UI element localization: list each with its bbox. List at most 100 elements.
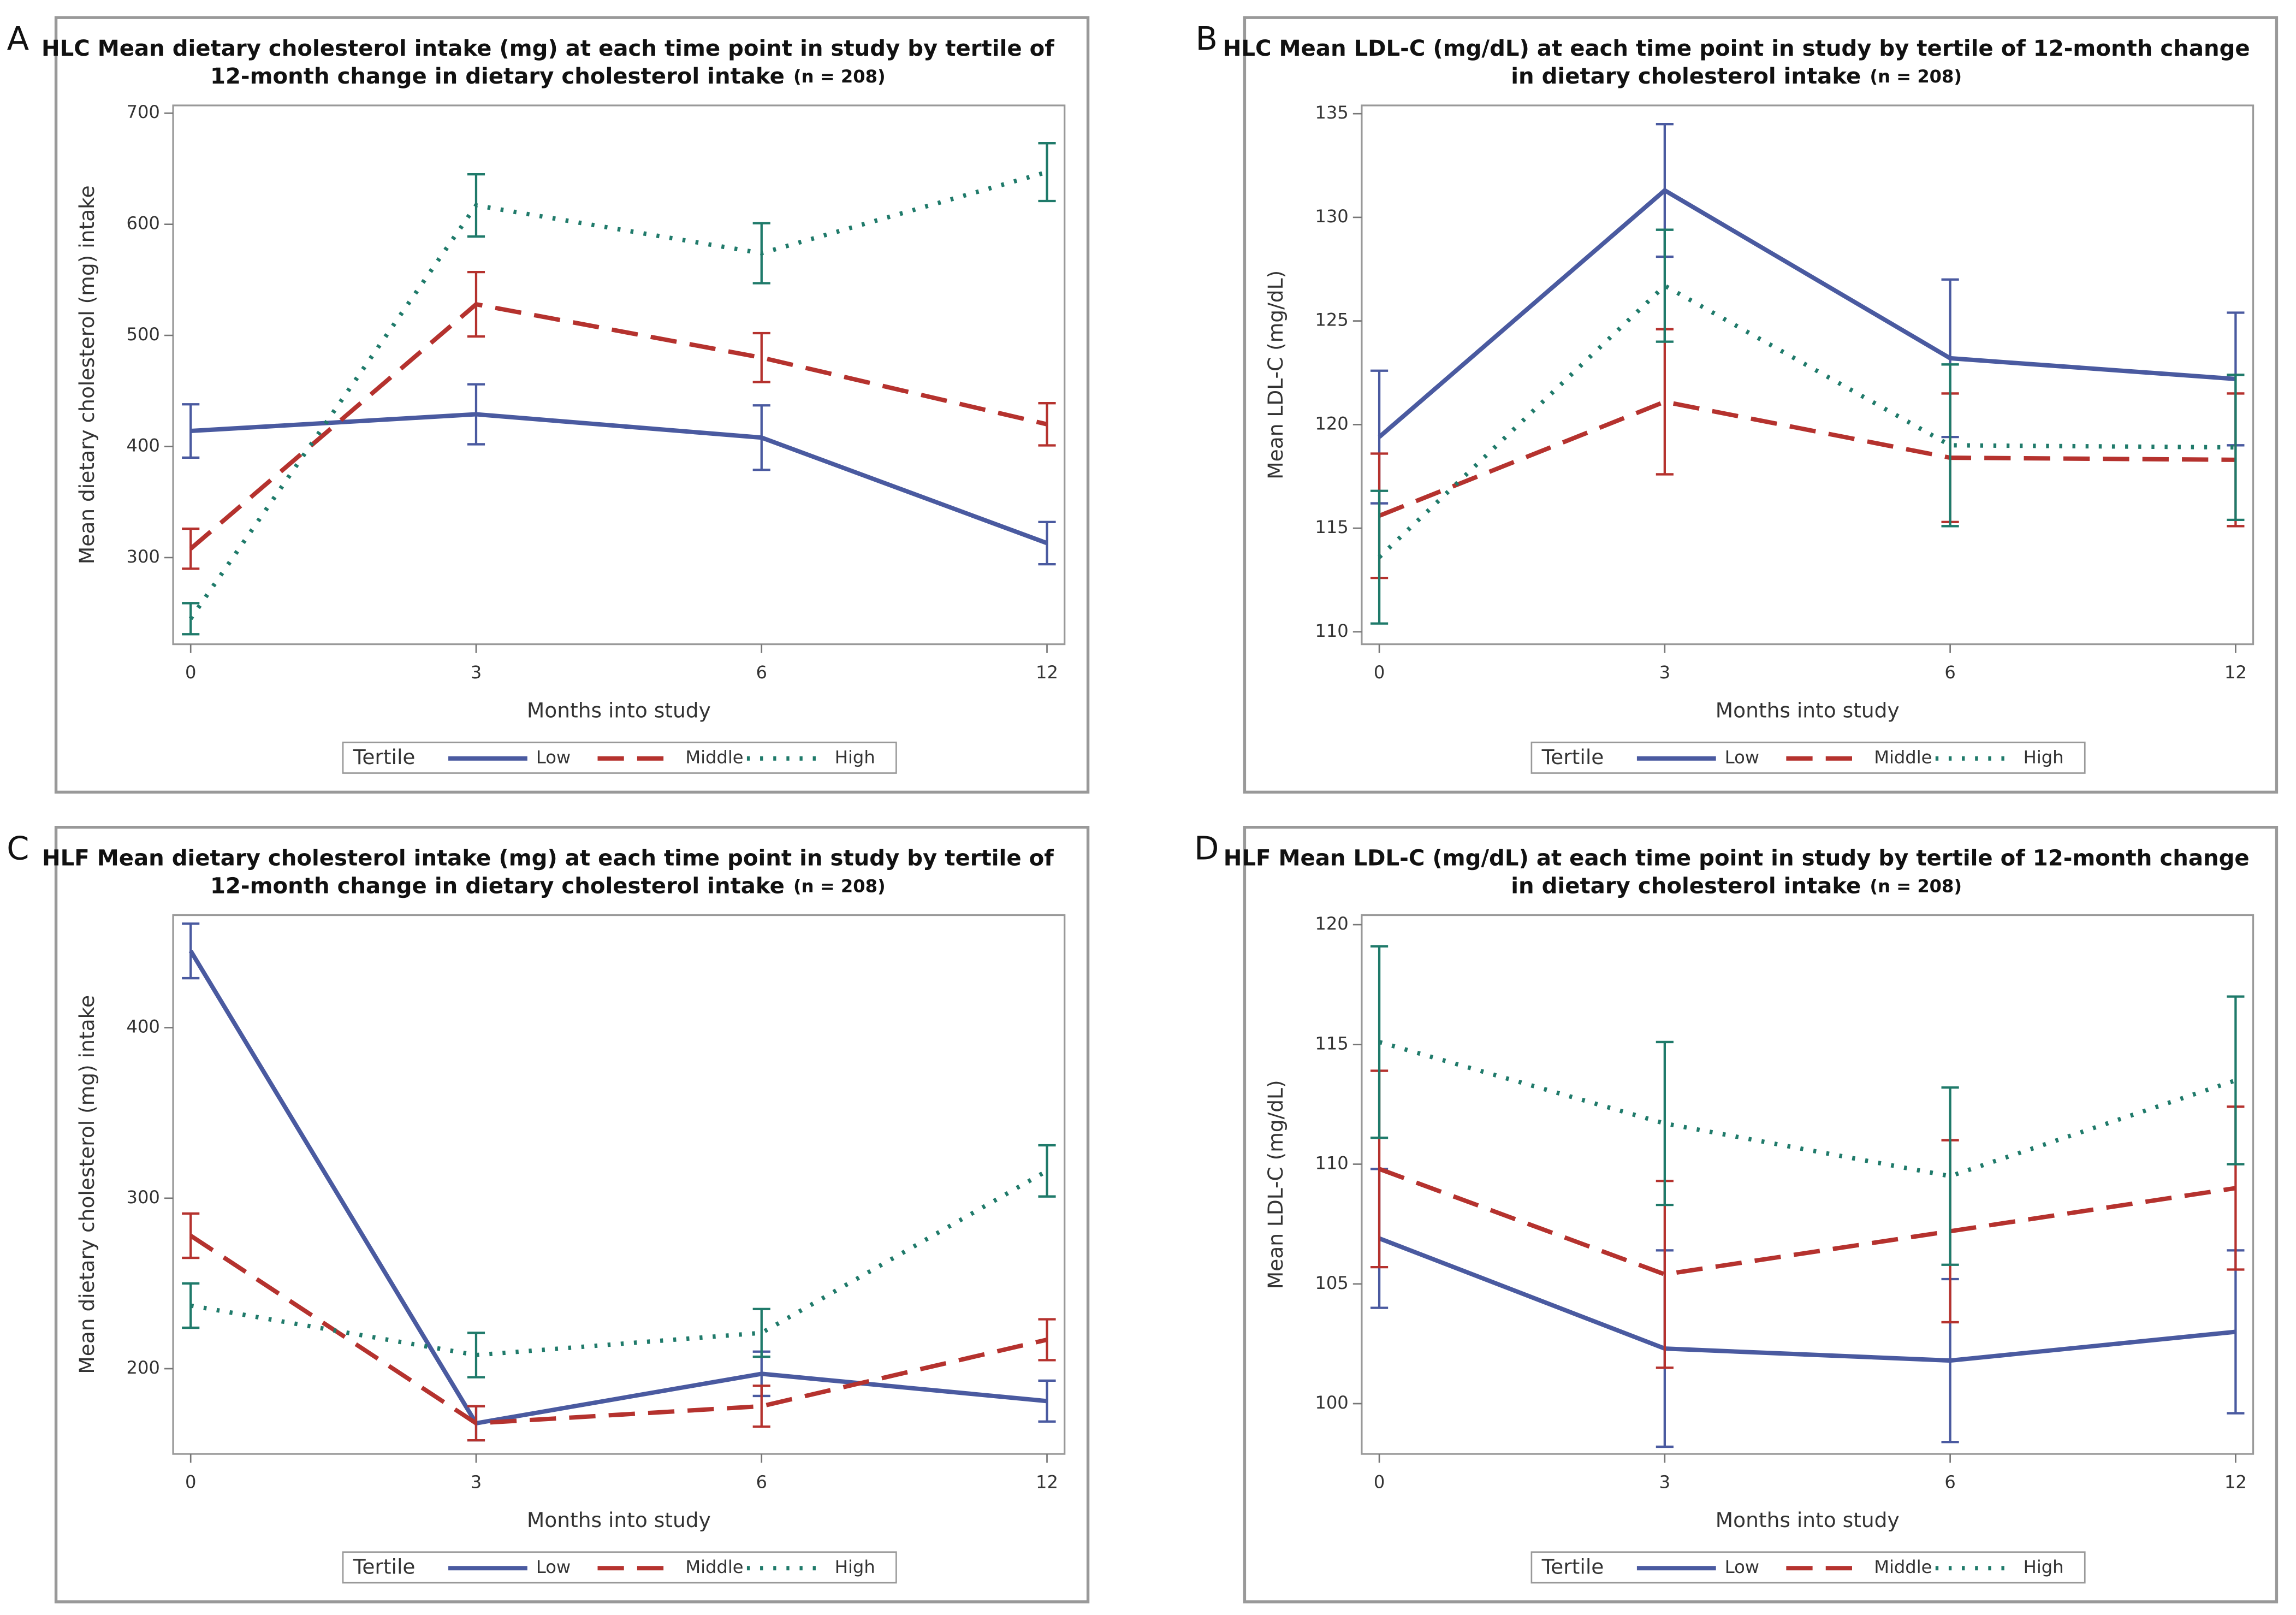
title-line: in dietary cholesterol intake bbox=[1511, 64, 1861, 89]
y-tick-label: 110 bbox=[1315, 620, 1348, 641]
series-line bbox=[1378, 399, 2236, 518]
x-tick-label: 12 bbox=[2224, 1472, 2247, 1493]
panel-letter: A bbox=[7, 20, 29, 57]
y-axis-label: Mean LDL-C (mg/dL) bbox=[1263, 1080, 1288, 1289]
error-bar bbox=[1656, 1040, 1674, 1206]
x-axis-label: Months into study bbox=[527, 1508, 711, 1532]
series-line bbox=[188, 950, 1047, 1426]
plot-area bbox=[1361, 914, 2255, 1455]
panel-letter: D bbox=[1194, 830, 1219, 867]
legend-label: Middle bbox=[1874, 1557, 1932, 1577]
x-tick-label: 12 bbox=[1036, 1472, 1058, 1493]
panel-frame bbox=[54, 16, 1090, 794]
y-tick-label: 135 bbox=[1315, 102, 1348, 123]
chart-title: in dietary cholesterol intake (n = 208) bbox=[1511, 874, 1962, 899]
title-note: (n = 208) bbox=[1870, 66, 1962, 87]
x-tick-label: 0 bbox=[1374, 1472, 1385, 1493]
y-tick-label: 500 bbox=[127, 324, 160, 345]
panel-letter: C bbox=[7, 830, 29, 867]
title-note: (n = 208) bbox=[1870, 876, 1962, 897]
error-bar bbox=[1656, 228, 1674, 343]
chart-panel: A HLC Mean dietary cholesterol intake (mg… bbox=[7, 16, 1090, 794]
title-note: (n = 208) bbox=[793, 876, 886, 897]
error-bar bbox=[752, 1308, 770, 1358]
panel-frame bbox=[1243, 826, 2279, 1604]
y-tick-label: 400 bbox=[127, 435, 160, 456]
y-tick-label: 400 bbox=[127, 1016, 160, 1037]
y-tick-label: 300 bbox=[127, 546, 160, 567]
legend-label: Middle bbox=[685, 747, 743, 768]
x-tick-label: 3 bbox=[471, 1472, 482, 1493]
x-tick-label: 6 bbox=[1944, 1472, 1955, 1493]
series-line bbox=[190, 1169, 1048, 1358]
y-tick-label: 115 bbox=[1315, 517, 1348, 537]
series-line bbox=[188, 170, 1048, 620]
series-line bbox=[1378, 187, 2236, 439]
series-line bbox=[190, 412, 1048, 546]
chart-title: 12-month change in dietary cholesterol i… bbox=[210, 874, 886, 899]
x-tick-label: 0 bbox=[185, 662, 196, 683]
x-tick-label: 6 bbox=[756, 1472, 767, 1493]
legend-label: Low bbox=[1725, 747, 1759, 768]
legend-label: Low bbox=[536, 1557, 571, 1577]
chart-title: in dietary cholesterol intake (n = 208) bbox=[1511, 64, 1962, 89]
y-tick-label: 200 bbox=[127, 1357, 160, 1378]
y-tick-label: 100 bbox=[1315, 1392, 1348, 1413]
chart-title: HLF Mean dietary cholesterol intake (mg)… bbox=[42, 846, 1054, 871]
error-bar bbox=[752, 1385, 770, 1428]
y-tick-label: 125 bbox=[1315, 310, 1348, 330]
plot-area bbox=[1361, 104, 2255, 646]
legend-label: Low bbox=[1725, 1557, 1759, 1577]
error-bar bbox=[752, 332, 770, 383]
legend-title: Tertile bbox=[353, 745, 416, 769]
x-tick-label: 12 bbox=[1036, 662, 1058, 683]
error-bar bbox=[182, 527, 200, 570]
error-bar bbox=[1038, 1144, 1056, 1198]
legend-title: Tertile bbox=[353, 1555, 416, 1579]
error-bar bbox=[1038, 1318, 1056, 1362]
legend-title: Tertile bbox=[1541, 745, 1604, 769]
y-tick-label: 110 bbox=[1315, 1153, 1348, 1174]
error-bar bbox=[2227, 995, 2245, 1166]
series-line bbox=[189, 301, 1048, 551]
y-tick-label: 105 bbox=[1315, 1273, 1348, 1293]
chart-panel: D HLF Mean LDL-C (mg/dL) at each time poi… bbox=[1194, 826, 2279, 1604]
series-line bbox=[1378, 1236, 2236, 1363]
error-bar bbox=[467, 1332, 485, 1379]
panel-frame bbox=[54, 826, 1090, 1604]
chart-title: HLF Mean LDL-C (mg/dL) at each time poin… bbox=[1224, 846, 2250, 871]
error-bar bbox=[2227, 374, 2245, 522]
x-tick-label: 3 bbox=[1659, 662, 1670, 683]
legend-label: High bbox=[835, 747, 875, 768]
x-tick-label: 3 bbox=[471, 662, 482, 683]
x-tick-label: 0 bbox=[1374, 662, 1385, 683]
x-tick-label: 12 bbox=[2224, 662, 2247, 683]
chart-title: HLC Mean LDL-C (mg/dL) at each time poin… bbox=[1223, 36, 2250, 61]
error-bar bbox=[182, 1212, 200, 1259]
error-bar bbox=[1941, 363, 1959, 528]
y-tick-label: 600 bbox=[127, 213, 160, 234]
x-tick-label: 0 bbox=[185, 1472, 196, 1493]
legend-label: High bbox=[835, 1557, 875, 1577]
y-axis-label: Mean LDL-C (mg/dL) bbox=[1263, 270, 1288, 480]
series-line bbox=[1378, 1040, 2236, 1179]
title-note: (n = 208) bbox=[793, 66, 886, 87]
x-axis-label: Months into study bbox=[527, 698, 711, 722]
chart-title: 12-month change in dietary cholesterol i… bbox=[210, 64, 886, 89]
x-tick-label: 6 bbox=[1944, 662, 1955, 683]
panel-frame bbox=[1243, 16, 2279, 794]
chart-panel: B HLC Mean LDL-C (mg/dL) at each time poi… bbox=[1196, 16, 2279, 794]
y-tick-label: 700 bbox=[127, 102, 160, 122]
error-bar bbox=[1656, 328, 1674, 476]
error-bar bbox=[1941, 1086, 1959, 1266]
x-tick-label: 6 bbox=[756, 662, 767, 683]
y-tick-label: 120 bbox=[1315, 413, 1348, 434]
x-axis-label: Months into study bbox=[1716, 1508, 1900, 1532]
title-line: 12-month change in dietary cholesterol i… bbox=[210, 64, 785, 89]
legend-label: Middle bbox=[1874, 747, 1932, 768]
legend-label: Low bbox=[536, 747, 571, 768]
x-axis-label: Months into study bbox=[1716, 698, 1900, 722]
series-line bbox=[189, 1234, 1048, 1426]
